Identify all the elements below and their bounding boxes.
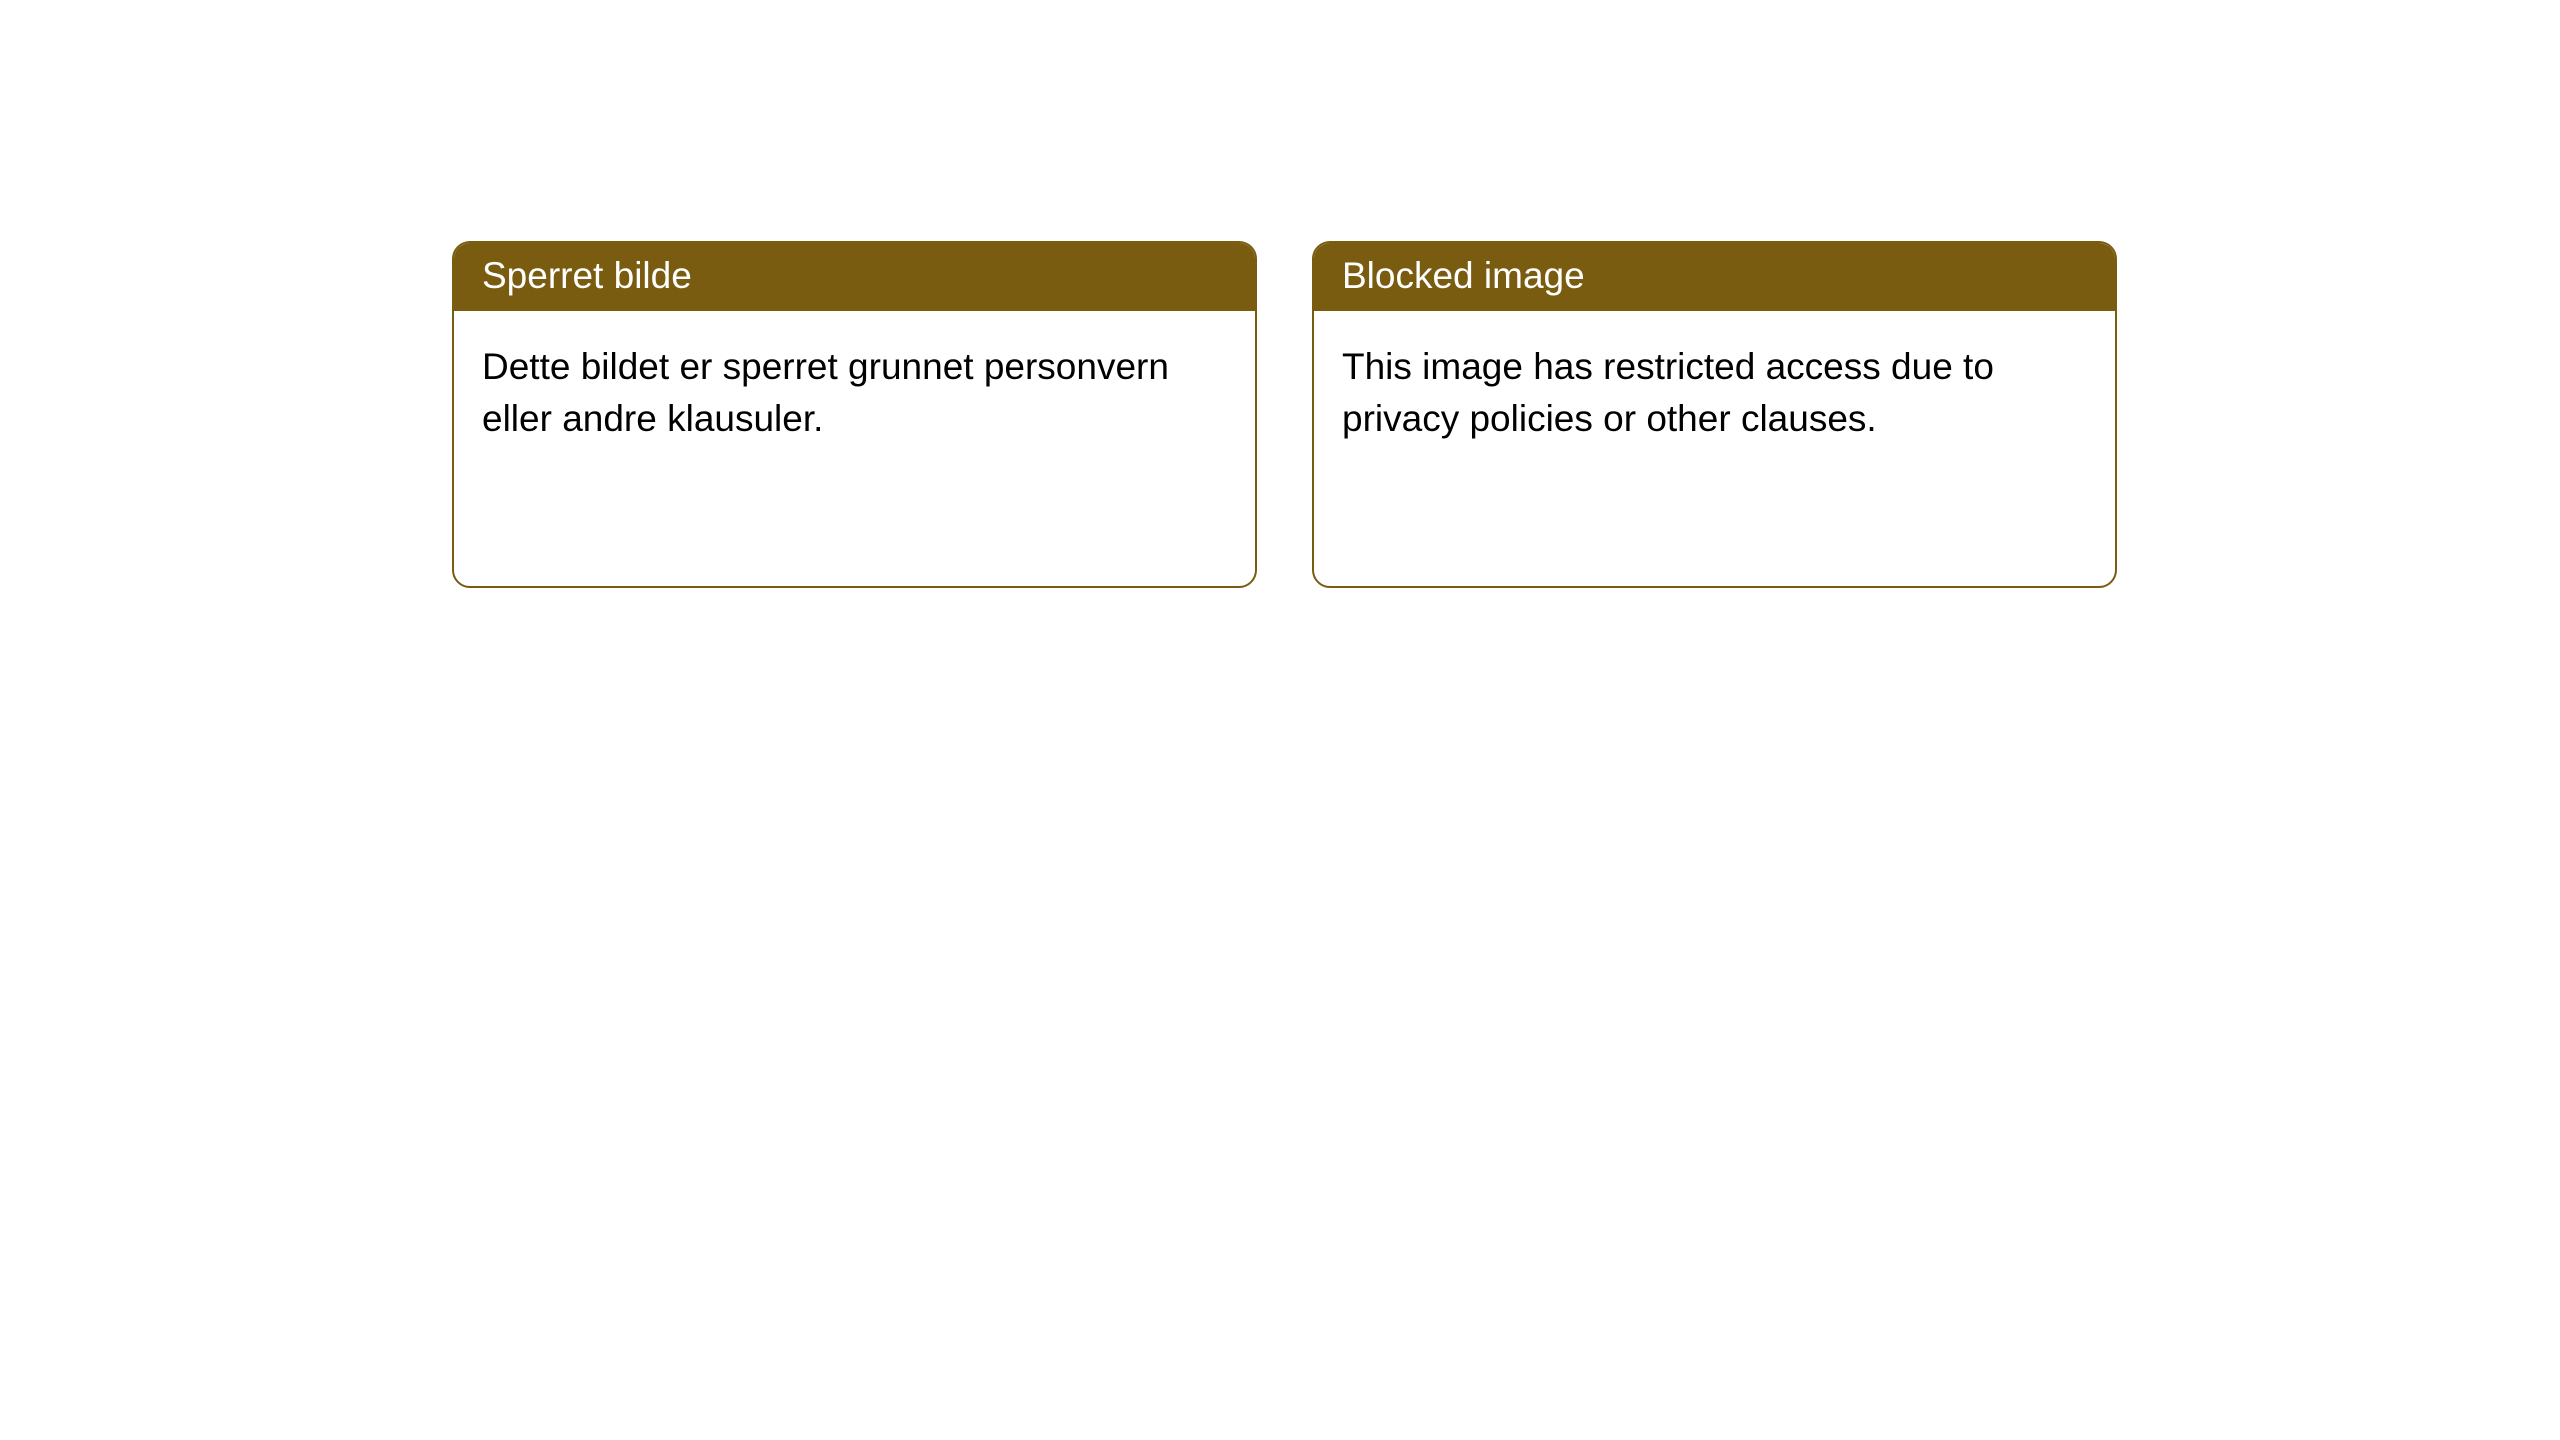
- card-body: Dette bildet er sperret grunnet personve…: [454, 311, 1255, 586]
- card-title: Sperret bilde: [482, 255, 692, 296]
- card-header: Sperret bilde: [454, 243, 1255, 311]
- notice-cards-container: Sperret bilde Dette bildet er sperret gr…: [0, 0, 2560, 588]
- card-header: Blocked image: [1314, 243, 2115, 311]
- card-body-text: Dette bildet er sperret grunnet personve…: [482, 341, 1227, 445]
- card-body-text: This image has restricted access due to …: [1342, 341, 2087, 445]
- notice-card-english: Blocked image This image has restricted …: [1312, 241, 2117, 588]
- notice-card-norwegian: Sperret bilde Dette bildet er sperret gr…: [452, 241, 1257, 588]
- card-body: This image has restricted access due to …: [1314, 311, 2115, 586]
- card-title: Blocked image: [1342, 255, 1585, 296]
